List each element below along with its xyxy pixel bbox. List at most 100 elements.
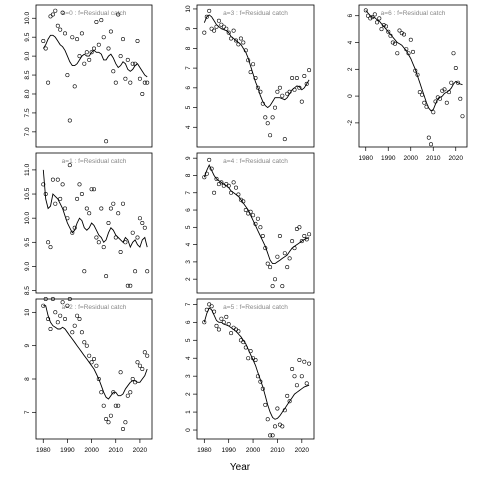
data-point (458, 96, 463, 101)
data-point (101, 245, 106, 250)
data-point (108, 206, 113, 211)
data-point (272, 424, 277, 429)
data-point (386, 29, 391, 34)
data-point (263, 402, 268, 407)
data-point (268, 133, 273, 138)
data-point (238, 36, 243, 41)
data-point (87, 211, 92, 216)
data-point (287, 256, 292, 261)
data-point (207, 157, 212, 162)
data-point (75, 313, 80, 318)
data-point (89, 360, 94, 365)
y-tick-label: 7.5 (24, 108, 31, 117)
data-point (226, 30, 231, 35)
data-point (65, 303, 70, 308)
data-point (46, 240, 51, 245)
data-point (214, 176, 219, 181)
y-tick-label: 2 (185, 277, 192, 281)
data-point (231, 28, 236, 33)
data-point (130, 61, 135, 66)
panel-label: a=0 : f=Residual catch (62, 10, 127, 17)
data-point (307, 68, 312, 73)
data-point (130, 376, 135, 381)
data-point (55, 320, 60, 325)
y-tick-label: 6 (185, 320, 192, 324)
data-point (285, 265, 290, 270)
data-point (277, 85, 282, 90)
data-point (96, 42, 101, 47)
x-tick-label: 2000 (246, 447, 261, 454)
data-point (92, 46, 97, 51)
data-point (275, 254, 280, 259)
data-point (290, 76, 295, 81)
data-point (123, 240, 128, 245)
data-point (451, 51, 456, 56)
smooth-trend-line (203, 164, 310, 265)
data-point (79, 192, 84, 197)
y-tick-label: 3 (185, 260, 192, 264)
smooth-trend-line (42, 34, 148, 78)
x-tick-label: 1980 (359, 155, 374, 162)
data-point (214, 323, 219, 328)
data-point (275, 406, 280, 411)
data-point (268, 433, 273, 438)
y-tick-label: 5 (185, 225, 192, 229)
panel-label: a=3 : f=Residual catch (223, 10, 288, 17)
data-point (137, 76, 142, 81)
data-point (113, 403, 118, 408)
x-tick-label: 1980 (36, 447, 51, 454)
data-point (121, 201, 126, 206)
data-point (363, 8, 368, 13)
y-tick-label: 2 (347, 67, 354, 71)
data-point (392, 41, 397, 46)
data-point (219, 316, 224, 321)
y-tick-label: 11.0 (24, 163, 31, 176)
data-point (142, 350, 147, 355)
data-point (53, 310, 58, 315)
data-point (72, 323, 77, 328)
data-point (253, 357, 258, 362)
data-point (426, 135, 431, 140)
smooth-trend-line (43, 305, 148, 400)
data-point (251, 213, 256, 218)
x-tick-label: 2010 (426, 155, 441, 162)
x-tick-label: 2000 (404, 155, 419, 162)
data-point (111, 69, 116, 74)
data-point (299, 374, 304, 379)
data-point (43, 46, 48, 51)
y-tick-label: 10 (24, 308, 31, 316)
panel-label: a=1 : f=Residual catch (62, 158, 127, 165)
data-point (282, 137, 287, 142)
data-point (130, 230, 135, 235)
y-tick-label: 9.5 (24, 32, 31, 41)
y-tick-label: 9 (24, 343, 31, 347)
data-point (292, 374, 297, 379)
data-point (431, 110, 436, 115)
y-tick-label: 8.5 (24, 286, 31, 295)
smooth-trend-line (365, 10, 463, 112)
data-point (62, 31, 67, 36)
data-point (48, 245, 53, 250)
data-point (440, 88, 445, 93)
smooth-trend-line (203, 14, 310, 109)
data-point (140, 221, 145, 226)
data-point (48, 326, 53, 331)
data-point (265, 417, 270, 422)
data-point (241, 40, 246, 45)
data-point (135, 38, 140, 43)
y-tick-label: 7 (185, 302, 192, 306)
data-point (135, 235, 140, 240)
data-point (229, 331, 234, 336)
data-point (58, 27, 63, 32)
panel-frame (35, 298, 153, 440)
data-point (290, 366, 295, 371)
panel-frame (35, 152, 153, 294)
data-point (94, 19, 99, 24)
data-point (253, 76, 258, 81)
data-point (67, 163, 72, 168)
y-tick-label: 2 (185, 392, 192, 396)
data-point (304, 81, 309, 86)
data-point (82, 340, 87, 345)
